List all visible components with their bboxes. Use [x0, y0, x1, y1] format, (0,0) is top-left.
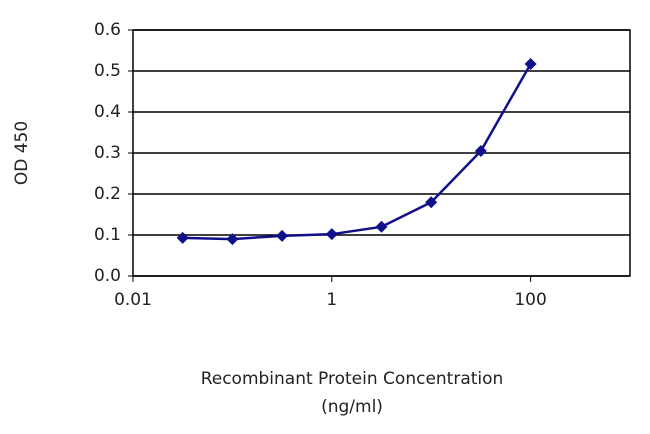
y-axis-label: OD 450: [12, 121, 32, 185]
y-tick-label: 0.1: [94, 225, 121, 245]
data-point: [276, 229, 289, 242]
data-point: [176, 231, 189, 244]
y-tick-label: 0.5: [94, 61, 121, 81]
data-point: [325, 228, 338, 241]
y-tick-label: 0.2: [94, 184, 121, 204]
data-point: [474, 144, 487, 157]
y-tick-label: 0.4: [94, 102, 121, 122]
data-point: [425, 196, 438, 209]
x-axis-label: Recombinant Protein Concentration: [201, 369, 504, 389]
data-point: [524, 58, 537, 71]
x-tick-label: 100: [514, 290, 546, 310]
data-line: [182, 63, 532, 241]
x-tick-label: 0.01: [114, 290, 152, 310]
x-tick-label: 1: [326, 290, 337, 310]
y-tick-label: 0.0: [94, 266, 121, 286]
y-tick-label: 0.3: [94, 143, 121, 163]
x-axis-label: (ng/ml): [321, 397, 383, 417]
y-tick-label: 0.6: [94, 20, 121, 40]
data-point: [226, 233, 239, 246]
data-point: [375, 220, 388, 233]
